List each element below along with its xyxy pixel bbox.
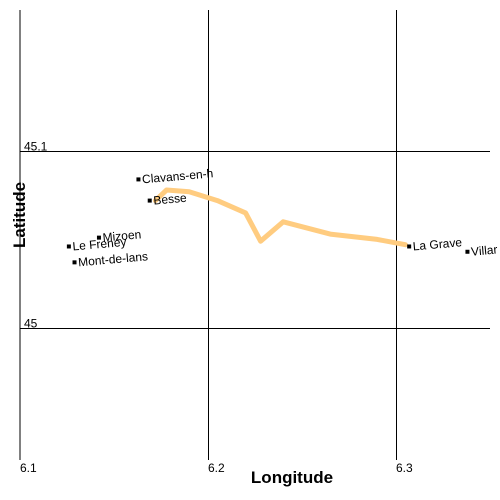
x-tick-label: 6.3 [396,461,413,475]
y-axis-title: Latitude [10,182,29,248]
grid-lines [19,10,490,460]
route-layer [152,187,408,248]
x-axis-title: Longitude [251,468,333,487]
y-tick-label: 45.1 [24,140,48,154]
place-marker [136,177,141,182]
place-label: Besse [153,191,188,208]
x-tick-label: 6.2 [208,461,225,475]
place-label: Clavans-en-h [141,166,213,186]
place-marker [72,260,77,265]
place-label: La Grave [412,235,463,253]
place-marker [465,249,470,254]
place-label: Mizoen [102,227,142,244]
place-marker [407,244,412,249]
place-marker [96,235,101,240]
place-label: Le Freney [72,235,127,254]
tick-labels: 6.1 6.2 6.3 45.1 45 [20,140,413,476]
route-line [152,187,408,248]
y-tick-label: 45 [24,317,38,331]
place-label: Mont-de-lans [78,249,149,269]
place-label: Villar [470,242,498,258]
x-tick-label: 6.1 [20,461,37,475]
place-marker [147,198,152,203]
place-marker [66,244,71,249]
